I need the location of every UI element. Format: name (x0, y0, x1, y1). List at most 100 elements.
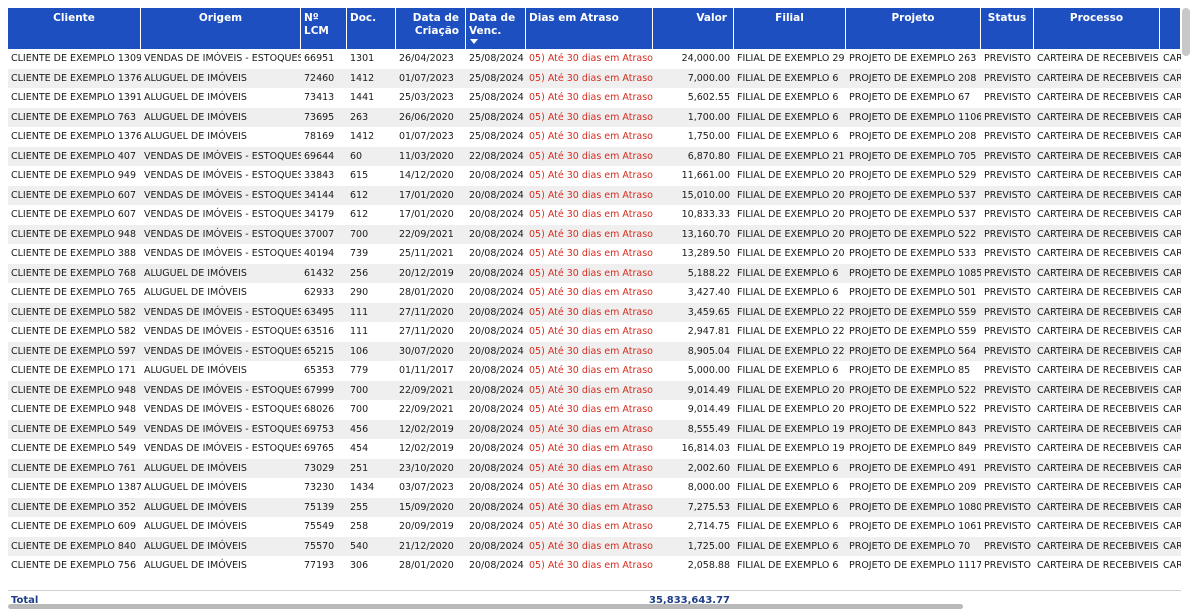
cell-status: PREVISTO (984, 228, 1031, 240)
cell-filial: FILIAL DE EXEMPLO 6 (737, 287, 839, 298)
table-row[interactable]: CLIENTE DE EXEMPLO 582 VENDAS DE IMÓVEIS … (8, 322, 1181, 342)
cell-status: PREVISTO (984, 384, 1031, 396)
table-row[interactable]: CLIENTE DE EXEMPLO 582 VENDAS DE IMÓVEIS … (8, 302, 1181, 322)
cell-cliente: CLIENTE DE EXEMPLO 607 (11, 189, 137, 201)
table-row[interactable]: CLIENTE DE EXEMPLO 171 ALUGUEL DE IMÓVEIS… (8, 361, 1181, 381)
cell-cliente: CLIENTE DE EXEMPLO 1387 (11, 482, 141, 493)
cell-doc: 251 (350, 462, 369, 474)
table-row[interactable]: CLIENTE DE EXEMPLO 352 ALUGUEL DE IMÓVEIS… (8, 497, 1181, 517)
cell-processo: CARTEIRA DE RECEBIVEIS (1037, 365, 1159, 376)
table-row[interactable]: CLIENTE DE EXEMPLO 768 ALUGUEL DE IMÓVEIS… (8, 263, 1181, 283)
cell-origem: ALUGUEL DE IMÓVEIS (144, 540, 247, 552)
col-header-valor[interactable]: Valor (653, 8, 734, 49)
table-row[interactable]: CLIENTE DE EXEMPLO 1391 ALUGUEL DE IMÓVEI… (8, 88, 1181, 108)
table-row[interactable]: CLIENTE DE EXEMPLO 763 ALUGUEL DE IMÓVEIS… (8, 107, 1181, 127)
cell-origem: VENDAS DE IMÓVEIS - ESTOQUES (144, 326, 301, 337)
cell-extra: CAR (1163, 267, 1181, 279)
table-row[interactable]: CLIENTE DE EXEMPLO 1387 ALUGUEL DE IMÓVEI… (8, 478, 1181, 498)
col-header-lcm[interactable]: Nº LCM (301, 8, 347, 49)
cell-cliente: CLIENTE DE EXEMPLO 388 (11, 248, 137, 259)
vertical-scrollbar[interactable] (1182, 8, 1190, 56)
cell-valor: 9,014.49 (687, 384, 730, 396)
table-row[interactable]: CLIENTE DE EXEMPLO 948 VENDAS DE IMÓVEIS … (8, 224, 1181, 244)
cell-extra: CAR (1163, 365, 1181, 376)
cell-valor: 2,002.60 (687, 462, 730, 474)
table-row[interactable]: CLIENTE DE EXEMPLO 597 VENDAS DE IMÓVEIS … (8, 341, 1181, 361)
cell-valor: 5,188.22 (687, 267, 730, 279)
table-body: CLIENTE DE EXEMPLO 1309 VENDAS DE IMÓVEIS… (8, 49, 1181, 590)
cell-data-venc: 20/08/2024 (469, 443, 524, 454)
cell-filial: FILIAL DE EXEMPLO 6 (737, 131, 839, 142)
cell-extra: CAR (1163, 501, 1181, 513)
table-row[interactable]: CLIENTE DE EXEMPLO 948 VENDAS DE IMÓVEIS … (8, 400, 1181, 420)
table-row[interactable]: CLIENTE DE EXEMPLO 1309 VENDAS DE IMÓVEIS… (8, 49, 1181, 69)
cell-doc: 1412 (350, 72, 375, 84)
col-header-filial[interactable]: Filial (734, 8, 846, 49)
cell-extra: CAR (1163, 287, 1181, 298)
cell-projeto: PROJETO DE EXEMPLO 208 (849, 131, 977, 142)
table-row[interactable]: CLIENTE DE EXEMPLO 609 ALUGUEL DE IMÓVEIS… (8, 517, 1181, 537)
table-row[interactable]: CLIENTE DE EXEMPLO 756 ALUGUEL DE IMÓVEIS… (8, 556, 1181, 576)
cell-doc: 106 (350, 345, 369, 357)
cell-dias-atraso: 05) Até 30 dias em Atraso (529, 228, 653, 240)
col-header-data-criacao[interactable]: Data de Criação (396, 8, 466, 49)
table-row[interactable]: CLIENTE DE EXEMPLO 607 VENDAS DE IMÓVEIS … (8, 185, 1181, 205)
cell-doc: 1434 (350, 482, 375, 493)
cell-dias-atraso: 05) Até 30 dias em Atraso (529, 384, 653, 396)
cell-projeto: PROJETO DE EXEMPLO 559 (849, 326, 977, 337)
cell-data-criacao: 17/01/2020 (399, 209, 454, 220)
cell-status: PREVISTO (984, 501, 1031, 513)
col-header-data-venc[interactable]: Data de Venc. (466, 8, 526, 49)
col-header-projeto[interactable]: Projeto (846, 8, 981, 49)
cell-data-venc: 20/08/2024 (469, 248, 524, 259)
horizontal-scrollbar[interactable] (8, 604, 963, 609)
cell-valor: 3,427.40 (687, 287, 730, 298)
cell-data-criacao: 17/01/2020 (399, 189, 454, 201)
cell-status: PREVISTO (984, 92, 1031, 103)
cell-status: PREVISTO (984, 209, 1031, 220)
table-row[interactable]: CLIENTE DE EXEMPLO 1376 ALUGUEL DE IMÓVEI… (8, 68, 1181, 88)
cell-lcm: 37007 (304, 228, 335, 240)
cell-lcm: 67999 (304, 384, 335, 396)
cell-data-criacao: 27/11/2020 (399, 306, 454, 318)
cell-status: PREVISTO (984, 365, 1031, 376)
cell-data-venc: 20/08/2024 (469, 228, 524, 240)
cell-data-venc: 20/08/2024 (469, 462, 524, 474)
table-row[interactable]: CLIENTE DE EXEMPLO 949 VENDAS DE IMÓVEIS … (8, 166, 1181, 186)
col-header-origem[interactable]: Origem (141, 8, 301, 49)
col-header-processo[interactable]: Processo (1034, 8, 1160, 49)
cell-origem: VENDAS DE IMÓVEIS - ESTOQUES (144, 404, 301, 415)
cell-processo: CARTEIRA DE RECEBIVEIS (1037, 248, 1159, 259)
cell-extra: CAR (1163, 248, 1181, 259)
table-row[interactable]: CLIENTE DE EXEMPLO 948 VENDAS DE IMÓVEIS … (8, 380, 1181, 400)
table-row[interactable]: CLIENTE DE EXEMPLO 765 ALUGUEL DE IMÓVEIS… (8, 283, 1181, 303)
cell-filial: FILIAL DE EXEMPLO 22 (737, 345, 845, 357)
col-header-dias-atraso[interactable]: Dias em Atraso (526, 8, 653, 49)
table-row[interactable]: CLIENTE DE EXEMPLO 840 ALUGUEL DE IMÓVEIS… (8, 536, 1181, 556)
cell-cliente: CLIENTE DE EXEMPLO 763 (11, 111, 137, 123)
cell-projeto: PROJETO DE EXEMPLO 537 (849, 209, 977, 220)
col-header-doc[interactable]: Doc. (347, 8, 396, 49)
table-row[interactable]: CLIENTE DE EXEMPLO 1376 ALUGUEL DE IMÓVEI… (8, 127, 1181, 147)
table-row[interactable]: CLIENTE DE EXEMPLO 388 VENDAS DE IMÓVEIS … (8, 244, 1181, 264)
cell-cliente: CLIENTE DE EXEMPLO 948 (11, 384, 137, 396)
cell-processo: CARTEIRA DE RECEBIVEIS (1037, 53, 1159, 64)
cell-processo: CARTEIRA DE RECEBIVEIS (1037, 482, 1159, 493)
col-header-status[interactable]: Status (981, 8, 1034, 49)
table-row[interactable]: CLIENTE DE EXEMPLO 549 VENDAS DE IMÓVEIS … (8, 419, 1181, 439)
cell-processo: CARTEIRA DE RECEBIVEIS (1037, 462, 1159, 474)
table-row[interactable]: CLIENTE DE EXEMPLO 607 VENDAS DE IMÓVEIS … (8, 205, 1181, 225)
table-row[interactable]: CLIENTE DE EXEMPLO 549 VENDAS DE IMÓVEIS … (8, 439, 1181, 459)
col-header-extra[interactable] (1160, 8, 1181, 49)
cell-valor: 5,602.55 (687, 92, 730, 103)
table-row[interactable]: CLIENTE DE EXEMPLO 761 ALUGUEL DE IMÓVEIS… (8, 458, 1181, 478)
cell-cliente: CLIENTE DE EXEMPLO 756 (11, 560, 137, 571)
table-row[interactable]: CLIENTE DE EXEMPLO 407 VENDAS DE IMÓVEIS … (8, 146, 1181, 166)
cell-lcm: 61432 (304, 267, 335, 279)
cell-data-criacao: 01/07/2023 (399, 131, 454, 142)
cell-valor: 2,947.81 (687, 326, 730, 337)
col-header-cliente[interactable]: Cliente (8, 8, 141, 49)
cell-origem: ALUGUEL DE IMÓVEIS (144, 462, 247, 474)
cell-lcm: 65353 (304, 365, 335, 376)
cell-filial: FILIAL DE EXEMPLO 6 (737, 521, 839, 532)
